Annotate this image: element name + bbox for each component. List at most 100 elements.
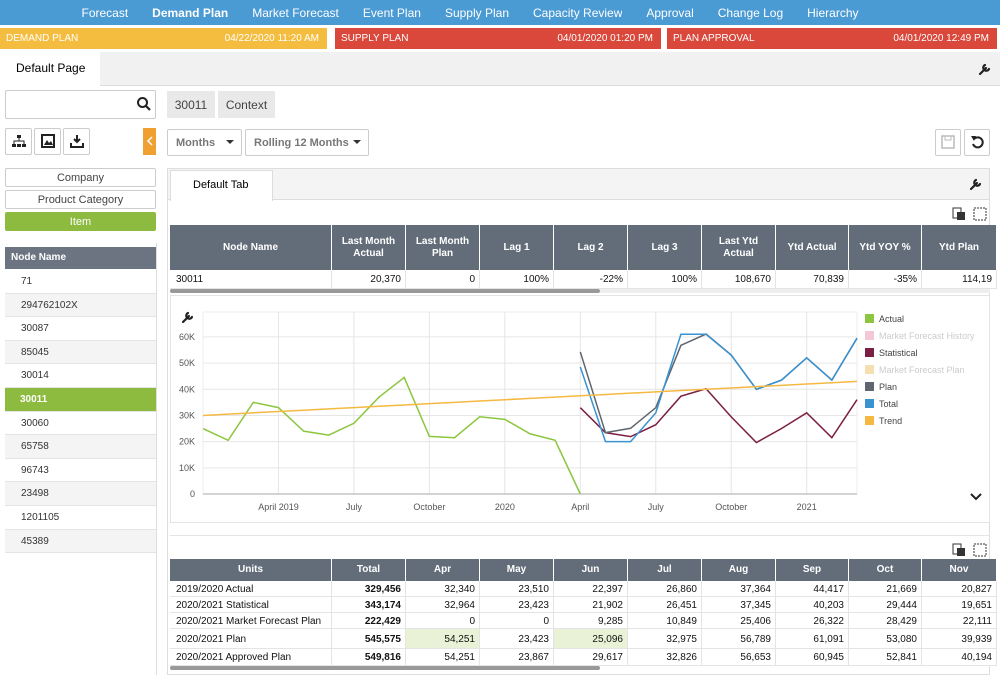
- table-cell: 52,841: [849, 649, 922, 666]
- tool-icon: [12, 135, 26, 147]
- table-cell: 26,860: [628, 581, 702, 597]
- status-label: DEMAND PLAN: [6, 33, 79, 44]
- breadcrumb[interactable]: Context: [218, 91, 275, 118]
- column-header: Total: [332, 559, 406, 581]
- top-nav: Forecast Demand Plan Market Forecast Event …: [0, 0, 1000, 25]
- column-header: Aug: [702, 559, 776, 581]
- expand-icon[interactable]: [973, 543, 987, 557]
- dropdown[interactable]: Rolling 12 Months: [245, 129, 369, 156]
- tree-node[interactable]: 30087: [5, 317, 156, 341]
- expand-icon[interactable]: [973, 207, 987, 221]
- table-cell: 22,397: [554, 581, 628, 597]
- table-cell: 70,839: [776, 270, 849, 289]
- table-cell: 40,194: [922, 649, 997, 666]
- tree-node[interactable]: 45389: [5, 529, 156, 554]
- tree-node[interactable]: 294762102X: [5, 293, 156, 318]
- tree-node[interactable]: 30011: [5, 388, 156, 412]
- undo-button[interactable]: [964, 129, 990, 156]
- column-header: Jul: [628, 559, 702, 581]
- nav-item[interactable]: Event Plan: [362, 5, 421, 20]
- nav-item[interactable]: Supply Plan: [444, 5, 509, 20]
- table-cell: 100%: [628, 270, 702, 289]
- table-cell: 19,651: [922, 597, 997, 613]
- level-button[interactable]: Product Category: [5, 190, 156, 209]
- table-cell: 2020/2021 Market Forecast Plan: [170, 613, 332, 629]
- table-cell: 10,849: [628, 613, 702, 629]
- column-header: Node Name: [170, 225, 332, 270]
- inner-tab-bar: [168, 169, 989, 200]
- column-header: Sep: [776, 559, 849, 581]
- status-block: SUPPLY PLAN 04/01/2020 01:20 PM: [335, 28, 661, 49]
- table-cell: 30011: [170, 270, 332, 289]
- nav-item[interactable]: Market Forecast: [252, 5, 339, 20]
- column-header: Jun: [554, 559, 628, 581]
- status-date: 04/01/2020 12:49 PM: [893, 33, 989, 44]
- column-header: Oct: [849, 559, 922, 581]
- table-cell: 0: [406, 613, 480, 629]
- tree-node[interactable]: 71: [5, 270, 156, 294]
- table-cell: 23,510: [480, 581, 554, 597]
- column-header: Ytd Plan: [922, 225, 997, 270]
- tool-button[interactable]: [5, 128, 32, 155]
- column-header: Lag 3: [628, 225, 702, 270]
- table-cell: 545,575: [332, 629, 406, 649]
- nav-item[interactable]: Forecast: [81, 5, 129, 20]
- column-header: Lag 2: [554, 225, 628, 270]
- table-cell: 21,902: [554, 597, 628, 613]
- export-icon[interactable]: [952, 207, 966, 221]
- tree-node[interactable]: 1201105: [5, 506, 156, 530]
- column-header: May: [480, 559, 554, 581]
- level-button[interactable]: Item: [5, 212, 156, 231]
- table-cell: 29,444: [849, 597, 922, 613]
- nav-item[interactable]: Hierarchy: [807, 5, 859, 20]
- search-icon[interactable]: [136, 96, 152, 112]
- chart-toggle[interactable]: [969, 492, 983, 502]
- chart-panel: [170, 295, 990, 523]
- settings-icon[interactable]: [977, 61, 993, 77]
- tree-node[interactable]: 65758: [5, 435, 156, 459]
- column-header: Lag 1: [480, 225, 554, 270]
- tool-icon: [70, 135, 84, 148]
- table-cell: 37,345: [702, 597, 776, 613]
- tree-node[interactable]: 30014: [5, 364, 156, 388]
- tree-node[interactable]: 96743: [5, 458, 156, 483]
- table-cell: 108,670: [702, 270, 776, 289]
- nav-item[interactable]: Demand Plan: [152, 5, 229, 20]
- save-button[interactable]: [935, 129, 961, 156]
- undo-icon: [971, 136, 984, 149]
- tab-bar: [0, 52, 1000, 86]
- nav-item[interactable]: Capacity Review: [533, 5, 623, 20]
- tree-node[interactable]: 30060: [5, 411, 156, 436]
- tree-node[interactable]: 23498: [5, 482, 156, 506]
- settings-icon[interactable]: [968, 176, 984, 192]
- table-cell: 2020/2021 Statistical: [170, 597, 332, 613]
- nav-item[interactable]: Approval: [646, 5, 694, 20]
- table-cell: 100%: [480, 270, 554, 289]
- table-cell: 20,370: [332, 270, 406, 289]
- search-box[interactable]: [5, 90, 156, 119]
- column-header: Apr: [406, 559, 480, 581]
- inner-tab[interactable]: Default Tab: [170, 170, 273, 201]
- table-cell: 22,111: [922, 613, 997, 629]
- export-icon[interactable]: [952, 543, 966, 557]
- breadcrumb[interactable]: 30011: [167, 91, 215, 118]
- table-cell: 54,251: [406, 649, 480, 666]
- level-button[interactable]: Company: [5, 168, 156, 187]
- page-tab[interactable]: Default Page: [0, 52, 100, 86]
- table-cell: 0: [406, 270, 480, 289]
- table-cell: 54,251: [406, 629, 480, 649]
- chart-settings-icon[interactable]: [180, 309, 196, 325]
- column-header: Ytd Actual: [776, 225, 849, 270]
- table-cell: 37,364: [702, 581, 776, 597]
- dropdown[interactable]: Months: [167, 129, 242, 156]
- nav-item[interactable]: Change Log: [717, 5, 784, 20]
- table-cell: 23,423: [480, 629, 554, 649]
- table-cell: 2020/2021 Approved Plan: [170, 649, 332, 666]
- tree-node[interactable]: 85045: [5, 340, 156, 365]
- dropdown-caret: [226, 140, 234, 144]
- table-cell: -22%: [554, 270, 628, 289]
- collapse-icon: [146, 136, 153, 146]
- scrollbar: [170, 289, 600, 293]
- table-cell: 32,975: [628, 629, 702, 649]
- table-cell: 25,406: [702, 613, 776, 629]
